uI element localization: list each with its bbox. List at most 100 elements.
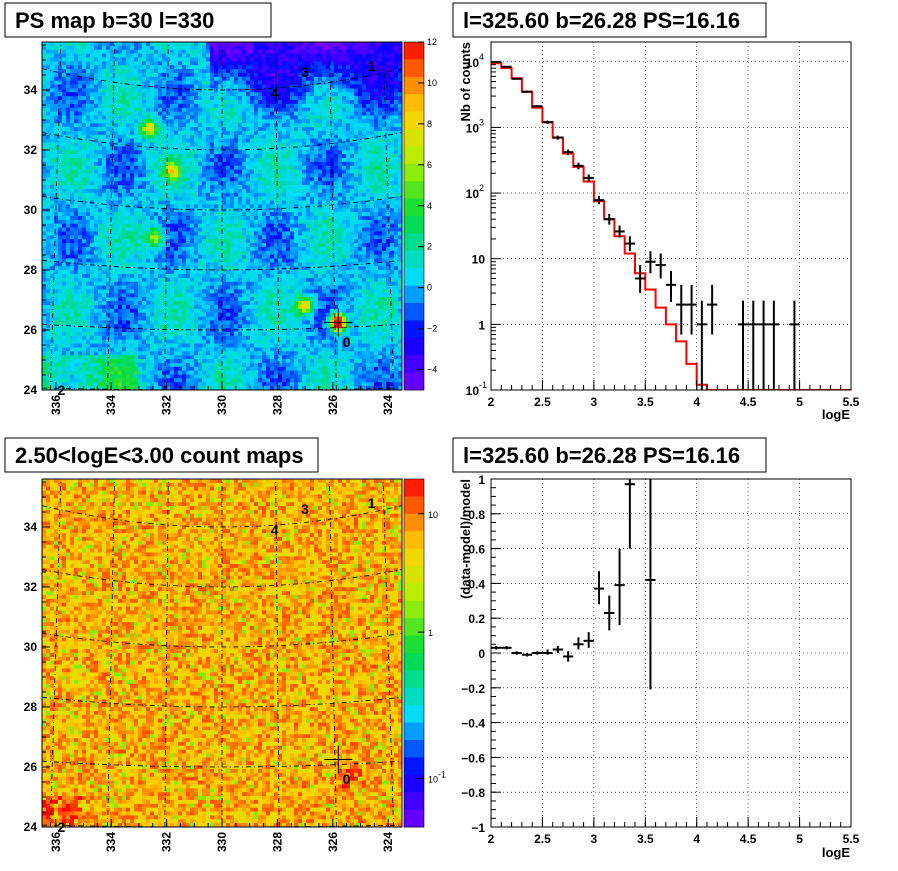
heatmap-cell	[246, 235, 251, 240]
heatmap-cell	[202, 366, 207, 371]
heatmap-cell	[170, 134, 175, 139]
heatmap-cell	[46, 107, 51, 112]
heatmap-cell	[226, 339, 231, 344]
heatmap-cell	[134, 204, 139, 209]
heatmap-cell	[206, 76, 211, 81]
heatmap-cell	[222, 274, 227, 279]
heatmap-cell	[238, 332, 243, 337]
heatmap-cell	[50, 359, 55, 364]
heatmap-cell	[218, 134, 223, 139]
heatmap-cell	[186, 351, 191, 356]
heatmap-cell	[50, 386, 55, 390]
heatmap-cell	[46, 332, 51, 337]
heatmap-cell	[74, 328, 79, 333]
heatmap-cell	[218, 188, 223, 194]
heatmap-cell	[158, 158, 163, 163]
heatmap-cell	[154, 138, 159, 143]
heatmap-cell	[158, 92, 163, 97]
heatmap-cell	[202, 301, 207, 306]
heatmap-cell	[70, 42, 75, 47]
heatmap-cell	[50, 115, 55, 120]
heatmap-cell	[46, 386, 51, 390]
heatmap-cell	[234, 161, 239, 167]
heatmap-cell	[114, 142, 119, 147]
heatmap-cell	[118, 49, 123, 54]
heatmap-cell	[66, 154, 71, 159]
heatmap-cell	[122, 243, 127, 248]
heatmap-cell	[170, 378, 175, 383]
heatmap-cell	[234, 374, 239, 379]
heatmap-cell	[170, 266, 175, 271]
heatmap-cell	[154, 42, 159, 47]
heatmap-cell	[218, 285, 223, 290]
heatmap-cell	[254, 142, 259, 147]
heatmap-cell	[142, 312, 147, 317]
heatmap-cell	[186, 173, 191, 178]
heatmap-cell	[254, 285, 259, 290]
heatmap-cell	[66, 53, 71, 58]
heatmap-cell	[102, 69, 107, 74]
heatmap-cell	[114, 65, 119, 70]
heatmap-cell	[58, 243, 63, 248]
heatmap-cell	[206, 88, 211, 93]
heatmap-cell	[238, 188, 243, 194]
heatmap-cell	[70, 351, 75, 356]
heatmap-cell	[142, 119, 147, 124]
heatmap-cell	[162, 227, 167, 232]
heatmap-cell	[150, 53, 155, 58]
heatmap-cell	[70, 45, 75, 51]
heatmap-cell	[258, 320, 263, 325]
heatmap-cell	[242, 130, 247, 136]
heatmap-cell	[254, 72, 259, 78]
heatmap-cell	[238, 343, 243, 348]
heatmap-cell	[182, 243, 187, 248]
heatmap-cell	[86, 100, 91, 105]
heatmap-cell	[94, 370, 99, 375]
heatmap-cell	[130, 111, 135, 116]
heatmap-cell	[118, 339, 123, 344]
heatmap-cell	[98, 158, 103, 163]
heatmap-cell	[258, 274, 263, 279]
heatmap-cell	[210, 297, 215, 302]
heatmap-cell	[78, 362, 83, 368]
heatmap-cell	[58, 297, 63, 302]
heatmap-cell	[86, 382, 91, 387]
heatmap-cell	[238, 169, 243, 174]
heatmap-cell	[86, 324, 91, 329]
heatmap-cell	[258, 188, 263, 194]
heatmap-cell	[82, 243, 87, 248]
heatmap-cell	[66, 161, 71, 167]
heatmap-cell	[86, 239, 91, 244]
heatmap-cell	[82, 88, 87, 93]
heatmap-cell	[194, 107, 199, 112]
heatmap-cell	[182, 173, 187, 178]
heatmap-cell	[62, 65, 67, 70]
heatmap-cell	[102, 351, 107, 356]
heatmap-cell	[114, 274, 119, 279]
heatmap-cell	[238, 235, 243, 240]
heatmap-cell	[110, 72, 115, 78]
heatmap-cell	[238, 142, 243, 147]
heatmap-cell	[226, 123, 231, 128]
heatmap-cell	[98, 45, 103, 51]
heatmap-cell	[250, 158, 255, 163]
heatmap-cell	[130, 239, 135, 244]
heatmap-cell	[194, 382, 199, 387]
heatmap-cell	[130, 150, 135, 155]
heatmap-cell	[210, 188, 215, 194]
heatmap-cell	[226, 154, 231, 159]
heatmap-cell	[58, 320, 63, 325]
heatmap-cell	[222, 72, 227, 78]
heatmap-cell	[162, 297, 167, 302]
heatmap-cell	[214, 347, 219, 352]
heatmap-cell	[198, 378, 203, 383]
heatmap-cell	[66, 188, 71, 194]
heatmap-cell	[226, 138, 231, 143]
heatmap-cell	[242, 123, 247, 128]
heatmap-cell	[186, 88, 191, 93]
heatmap-cell	[46, 293, 51, 298]
heatmap-cell	[62, 69, 67, 74]
heatmap-cell	[66, 374, 71, 379]
heatmap-cell	[170, 320, 175, 325]
heatmap-cell	[170, 130, 175, 136]
